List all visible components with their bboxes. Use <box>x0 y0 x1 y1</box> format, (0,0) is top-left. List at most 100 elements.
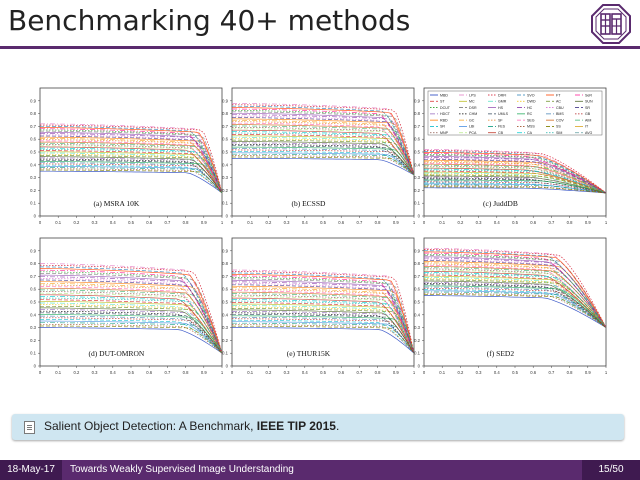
x-tick-label: 0.6 <box>338 370 344 375</box>
pr-curve <box>40 124 223 194</box>
x-tick-label: 0.5 <box>512 220 518 225</box>
legend-label: HS <box>498 106 504 110</box>
pr-curve <box>40 266 223 354</box>
legend-label: UMLS <box>498 112 509 116</box>
legend-label: CB <box>498 131 504 135</box>
pr-curve <box>424 277 607 328</box>
pr-curve <box>40 282 223 354</box>
y-tick-label: 0.5 <box>222 300 228 305</box>
x-tick-label: 0.7 <box>164 370 170 375</box>
pr-curve <box>40 141 223 194</box>
x-tick-label: 1 <box>605 220 608 225</box>
legend-label: SR <box>440 125 445 129</box>
pr-curve <box>424 173 607 194</box>
pr-curve <box>232 148 415 176</box>
pr-curve <box>232 321 415 354</box>
pr-curve <box>40 268 223 354</box>
y-tick-label: 0.7 <box>222 124 228 129</box>
pr-curve <box>232 272 415 354</box>
y-tick-label: 0.7 <box>30 124 36 129</box>
pr-curve <box>40 139 223 194</box>
pr-curve <box>40 315 223 354</box>
pr-curve <box>424 292 607 328</box>
pr-curve <box>40 276 223 354</box>
pr-curve <box>424 285 607 328</box>
y-tick-label: 0.9 <box>414 98 420 103</box>
pr-curve <box>40 307 223 354</box>
pr-curve <box>40 279 223 354</box>
pr-curve <box>39 264 223 354</box>
pr-curve <box>40 289 223 354</box>
pr-curve <box>424 162 607 194</box>
pr-curve <box>40 158 223 194</box>
pr-curve <box>39 148 223 194</box>
x-tick-label: 1 <box>413 220 416 225</box>
legend-label: FT <box>556 93 561 97</box>
x-tick-label: 0.3 <box>284 220 290 225</box>
x-tick-label: 0 <box>423 220 426 225</box>
pr-curve <box>424 175 607 194</box>
x-tick-label: 0.3 <box>92 220 98 225</box>
pr-curve <box>424 177 607 194</box>
pr-curve <box>232 325 415 354</box>
x-tick-label: 0.2 <box>73 370 79 375</box>
pr-curve <box>232 152 415 176</box>
legend-label: AIM <box>585 118 591 122</box>
pr-curve <box>232 129 415 176</box>
chart-panel: 0 0.1 0.2 0.3 0.4 0.5 0.6 0.7 0.8 0.9 100.10.20.30… <box>414 237 608 375</box>
pr-curve <box>232 141 415 176</box>
pr-curve <box>232 322 415 354</box>
pr-curve <box>232 277 415 354</box>
citation-text: Salient Object Detection: A Benchmark, I… <box>44 419 339 433</box>
pr-curve <box>232 294 415 354</box>
panel-title: (b) ECSSD <box>291 199 326 208</box>
pr-curve <box>40 163 223 194</box>
legend-label: HC <box>527 106 533 110</box>
y-tick-label: 0.7 <box>414 274 420 279</box>
panel-title: (c) JuddDB <box>483 199 518 208</box>
y-tick-label: 0.8 <box>222 111 228 116</box>
pr-curve <box>40 152 223 194</box>
y-tick-label: 0.8 <box>30 261 36 266</box>
legend-label: DSR <box>469 106 477 110</box>
pr-curve <box>424 169 607 194</box>
legend-label: GB <box>585 112 591 116</box>
pr-curve <box>232 111 415 176</box>
pr-curve <box>232 142 415 176</box>
x-tick-label: 0.8 <box>183 220 189 225</box>
x-tick-label: 0.6 <box>530 370 536 375</box>
pr-curve <box>424 186 607 194</box>
y-tick-label: 0.6 <box>30 287 36 292</box>
y-tick-label: 0.4 <box>222 312 228 317</box>
pr-curve <box>232 308 415 354</box>
pr-curve <box>232 287 415 354</box>
pr-curve <box>424 270 607 328</box>
pr-curve <box>40 287 223 354</box>
pr-curve <box>424 150 607 194</box>
y-tick-label: 0 <box>418 214 421 219</box>
legend-label: HDCT <box>440 112 451 116</box>
pr-curve <box>424 261 607 328</box>
chart-panel: 0 0.1 0.2 0.3 0.4 0.5 0.6 0.7 0.8 0.9 100.10.20.30… <box>30 237 224 375</box>
pr-curve <box>232 293 415 354</box>
x-tick-label: 0.7 <box>548 220 554 225</box>
pr-curve <box>424 156 607 194</box>
y-tick-label: 0.1 <box>414 351 420 356</box>
citation-end: . <box>335 419 340 433</box>
x-tick-label: 0.4 <box>302 220 308 225</box>
pr-curve <box>40 322 223 354</box>
pr-curve <box>40 155 223 194</box>
pr-curve <box>232 108 415 176</box>
pr-curve <box>232 128 415 176</box>
pr-curve <box>40 167 223 194</box>
pr-curve <box>40 294 223 354</box>
x-tick-label: 0.7 <box>356 220 362 225</box>
y-tick-label: 0.3 <box>30 175 36 180</box>
chart-panel: 0 0.1 0.2 0.3 0.4 0.5 0.6 0.7 0.8 0.9 100.10.20.30… <box>30 87 224 225</box>
y-tick-label: 0.9 <box>222 98 228 103</box>
x-tick-label: 1 <box>221 220 224 225</box>
citation-box: Salient Object Detection: A Benchmark, I… <box>12 414 624 440</box>
pr-curve <box>40 147 223 194</box>
pr-curve <box>424 294 607 328</box>
pr-curve <box>232 122 415 176</box>
